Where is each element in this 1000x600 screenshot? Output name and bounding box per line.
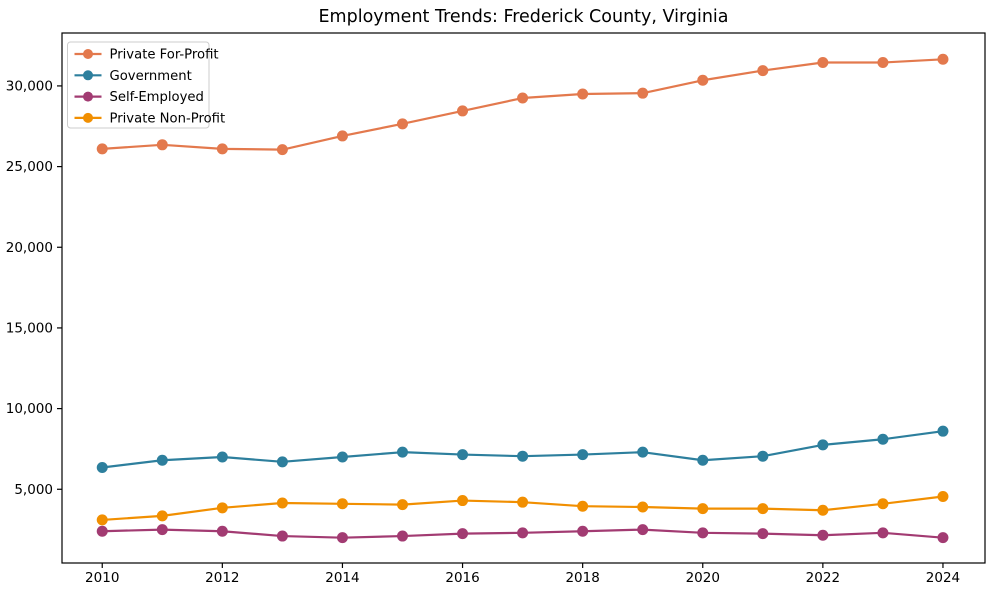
data-point-private-for-profit <box>817 57 829 69</box>
data-point-private-non-profit <box>697 503 709 515</box>
y-axis-tick-label: 25,000 <box>6 159 53 175</box>
data-point-government <box>216 451 228 463</box>
data-point-government <box>817 439 829 451</box>
x-axis-tick-label: 2022 <box>806 570 840 586</box>
data-point-government <box>577 449 589 461</box>
data-point-government <box>757 450 769 462</box>
data-point-private-non-profit <box>396 499 408 511</box>
y-axis-tick-label: 15,000 <box>6 320 53 336</box>
data-point-private-for-profit <box>276 144 288 156</box>
data-point-private-for-profit <box>156 139 168 151</box>
legend-label-private-non-profit: Private Non-Profit <box>110 111 226 126</box>
data-point-private-non-profit <box>517 496 529 508</box>
x-axis-tick-label: 2014 <box>325 570 359 586</box>
data-point-private-non-profit <box>577 500 589 512</box>
x-axis-tick-label: 2012 <box>205 570 239 586</box>
data-point-self-employed <box>937 532 949 544</box>
data-point-government <box>96 461 108 473</box>
data-point-private-for-profit <box>877 57 889 69</box>
data-point-private-for-profit <box>396 118 408 130</box>
data-point-private-for-profit <box>96 143 108 155</box>
data-point-private-non-profit <box>817 504 829 516</box>
series-line-government <box>101 430 945 469</box>
y-axis-tick-label: 5,000 <box>14 482 53 498</box>
data-point-private-for-profit <box>937 53 949 65</box>
legend-label-government: Government <box>110 69 192 84</box>
legend-label-self-employed: Self-Employed <box>110 90 204 105</box>
data-point-private-for-profit <box>457 105 469 117</box>
data-point-government <box>276 456 288 468</box>
legend-marker-private-for-profit <box>83 49 93 59</box>
data-point-private-non-profit <box>937 491 949 503</box>
data-point-self-employed <box>457 528 469 540</box>
data-point-government <box>697 454 709 466</box>
data-point-self-employed <box>757 528 769 540</box>
data-point-self-employed <box>216 525 228 537</box>
data-point-self-employed <box>817 529 829 541</box>
legend-box <box>67 41 210 129</box>
data-point-self-employed <box>156 524 168 536</box>
data-point-government <box>877 433 889 445</box>
x-axis-tick-label: 2024 <box>926 570 960 586</box>
data-point-private-for-profit <box>637 87 649 99</box>
legend-marker-government <box>83 70 93 81</box>
data-point-private-non-profit <box>276 497 288 509</box>
data-point-self-employed <box>396 530 408 542</box>
data-point-private-for-profit <box>757 65 769 77</box>
data-point-private-non-profit <box>156 510 168 522</box>
data-point-private-non-profit <box>96 514 108 526</box>
data-point-private-non-profit <box>757 503 769 515</box>
data-point-self-employed <box>96 525 108 537</box>
data-point-self-employed <box>517 527 529 539</box>
data-point-private-for-profit <box>336 130 348 142</box>
data-point-private-for-profit <box>216 143 228 155</box>
data-point-government <box>396 446 408 458</box>
data-point-self-employed <box>577 525 589 537</box>
data-point-private-non-profit <box>216 502 228 514</box>
data-point-private-non-profit <box>336 498 348 510</box>
data-point-private-non-profit <box>457 495 469 507</box>
legend-marker-private-non-profit <box>83 112 93 123</box>
data-point-self-employed <box>276 530 288 542</box>
data-point-government <box>457 449 469 461</box>
data-point-self-employed <box>637 524 649 536</box>
data-point-self-employed <box>336 532 348 544</box>
data-point-private-non-profit <box>637 501 649 513</box>
legend-label-private-for-profit: Private For-Profit <box>110 48 219 63</box>
x-axis-tick-label: 2016 <box>445 570 479 586</box>
y-axis-tick-label: 20,000 <box>6 240 53 256</box>
data-point-private-for-profit <box>517 92 529 104</box>
data-point-government <box>517 450 529 462</box>
data-point-private-non-profit <box>877 498 889 510</box>
legend-marker-self-employed <box>83 91 93 102</box>
data-point-private-for-profit <box>577 88 589 100</box>
plot-border <box>61 32 986 564</box>
series-line-private-for-profit <box>101 58 945 151</box>
y-axis-tick-label: 10,000 <box>6 401 53 417</box>
data-point-government <box>156 454 168 466</box>
x-axis-tick-label: 2010 <box>85 570 119 586</box>
data-point-government <box>637 446 649 458</box>
x-axis-tick-label: 2020 <box>686 570 720 586</box>
data-point-self-employed <box>877 527 889 539</box>
data-point-government <box>336 451 348 463</box>
data-point-government <box>937 425 949 437</box>
x-axis-tick-label: 2018 <box>565 570 599 586</box>
data-point-self-employed <box>697 527 709 539</box>
y-axis-tick-label: 30,000 <box>6 78 53 94</box>
chart-title: Employment Trends: Frederick County, Vir… <box>319 7 729 27</box>
data-point-private-for-profit <box>697 74 709 86</box>
